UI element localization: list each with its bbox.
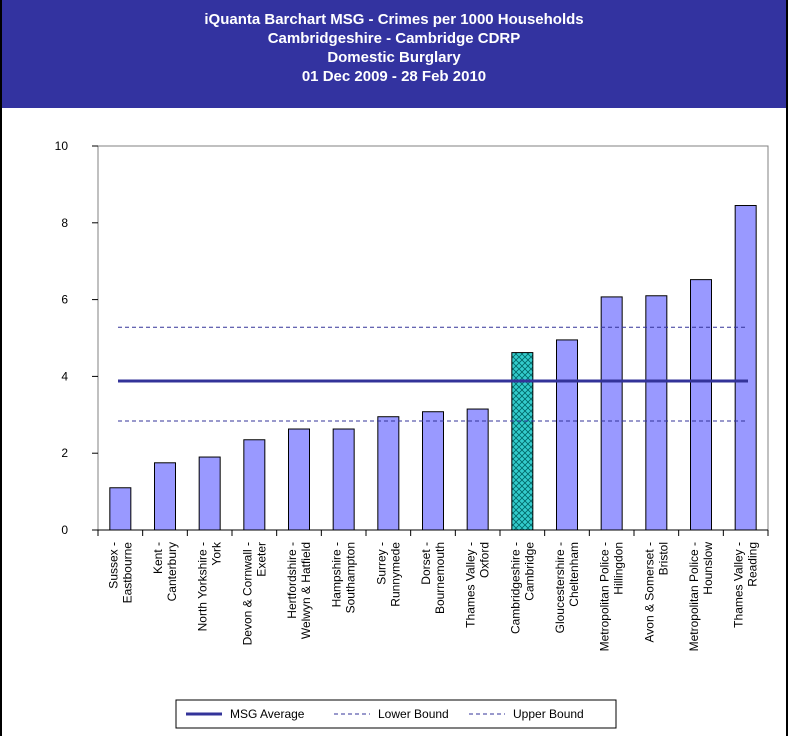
bar [734, 205, 757, 531]
category-label-line: Cheltenham [567, 542, 581, 607]
category-label: Hertfordshire -Welwyn & Hatfield [285, 542, 313, 639]
bar [332, 428, 355, 531]
chart-area: 0 2 4 6 8 10 Sussex -Eastbourne Kent -Canterbur… [36, 126, 788, 736]
category-label-line: Devon & Cornwall - [240, 542, 254, 645]
legend-label: Lower Bound [378, 707, 449, 721]
category-label-line: Cambridge [522, 542, 536, 601]
bar [154, 462, 176, 531]
y-tick-label: 6 [61, 293, 68, 307]
category-label-line: Reading [746, 542, 760, 587]
category-label-line: Metropolitan Police - [598, 542, 612, 651]
category-label: Avon & Somerset -Bristol [642, 542, 670, 643]
category-label-line: Surrey - [374, 542, 388, 585]
category-label-line: Kent - [151, 542, 165, 574]
category-label-line: Thames Valley - [732, 542, 746, 628]
category-label-line: Dorset - [419, 542, 433, 585]
category-label: Thames Valley -Oxford [464, 542, 492, 628]
bar [109, 487, 132, 531]
category-label: Kent -Canterbury [151, 542, 179, 601]
category-label-line: Runnymede [388, 542, 402, 607]
bar [466, 408, 489, 531]
bar [422, 411, 444, 531]
chart-header: iQuanta Barchart MSG - Crimes per 1000 H… [2, 0, 786, 108]
category-label-line: Eastbourne [120, 542, 134, 604]
bar [243, 439, 266, 531]
bar [600, 296, 623, 531]
category-label: Devon & Cornwall -Exeter [240, 542, 268, 645]
category-label-line: Gloucestershire - [553, 542, 567, 633]
legend-label: Upper Bound [513, 707, 584, 721]
category-label-line: Canterbury [165, 542, 179, 601]
category-label: North Yorkshire -York [196, 541, 224, 631]
y-tick-label: 2 [61, 446, 68, 460]
bar [645, 295, 668, 531]
y-tick-label: 0 [61, 523, 68, 537]
category-label-line: Southampton [344, 542, 358, 613]
category-label: Dorset -Bournemouth [419, 542, 447, 614]
category-label-line: Cambridgeshire - [508, 542, 522, 634]
category-label: Sussex -Eastbourne [106, 542, 134, 604]
category-label: Thames Valley -Reading [732, 542, 760, 628]
chart-subtitle-crime: Domestic Burglary [327, 49, 461, 66]
chart-subtitle-period: 01 Dec 2009 - 28 Feb 2010 [301, 68, 487, 85]
legend-label: MSG Average [230, 707, 305, 721]
category-label-line: Welwyn & Hatfield [299, 542, 313, 639]
category-label-line: Avon & Somerset - [642, 542, 656, 643]
category-label-line: Thames Valley - [464, 542, 478, 628]
category-label-line: York [210, 541, 224, 566]
bar [198, 456, 221, 531]
category-label: Surrey -Runnymede [374, 542, 402, 607]
category-label-line: Bournemouth [433, 542, 447, 614]
category-label: Metropolitan Police -Hounslow [687, 542, 715, 652]
category-label-line: Hampshire - [330, 542, 344, 607]
category-label: Metropolitan Police -Hillingdon [598, 542, 626, 651]
category-label-line: Hillingdon [612, 542, 626, 595]
bar [288, 428, 310, 531]
bar [690, 279, 712, 531]
category-label: Cambridgeshire -Cambridge [508, 542, 536, 634]
bar-chart: 0 2 4 6 8 10 Sussex -Eastbourne Kent -Canterbur… [55, 139, 769, 729]
bar-highlight [511, 352, 534, 531]
chart-subtitle-area: Cambridgeshire - Cambridge CDRP [267, 30, 521, 47]
category-label-line: Sussex - [106, 542, 120, 589]
category-label-line: Hertfordshire - [285, 542, 299, 619]
y-tick-label: 10 [55, 139, 69, 153]
category-label: Hampshire -Southampton [330, 542, 358, 613]
category-label-line: North Yorkshire - [196, 542, 210, 631]
y-tick-label: 4 [61, 369, 68, 383]
category-label-line: Hounslow [701, 542, 715, 595]
category-label-line: Oxford [478, 542, 492, 578]
bar [556, 339, 578, 531]
chart-title: iQuanta Barchart MSG - Crimes per 1000 H… [204, 11, 584, 28]
category-label-line: Metropolitan Police - [687, 542, 701, 651]
legend-box [175, 699, 617, 729]
category-label: Gloucestershire -Cheltenham [553, 542, 581, 633]
category-label-line: Bristol [656, 542, 670, 575]
category-label-line: Exeter [254, 542, 268, 577]
y-tick-label: 8 [61, 216, 68, 230]
bar [377, 416, 400, 531]
